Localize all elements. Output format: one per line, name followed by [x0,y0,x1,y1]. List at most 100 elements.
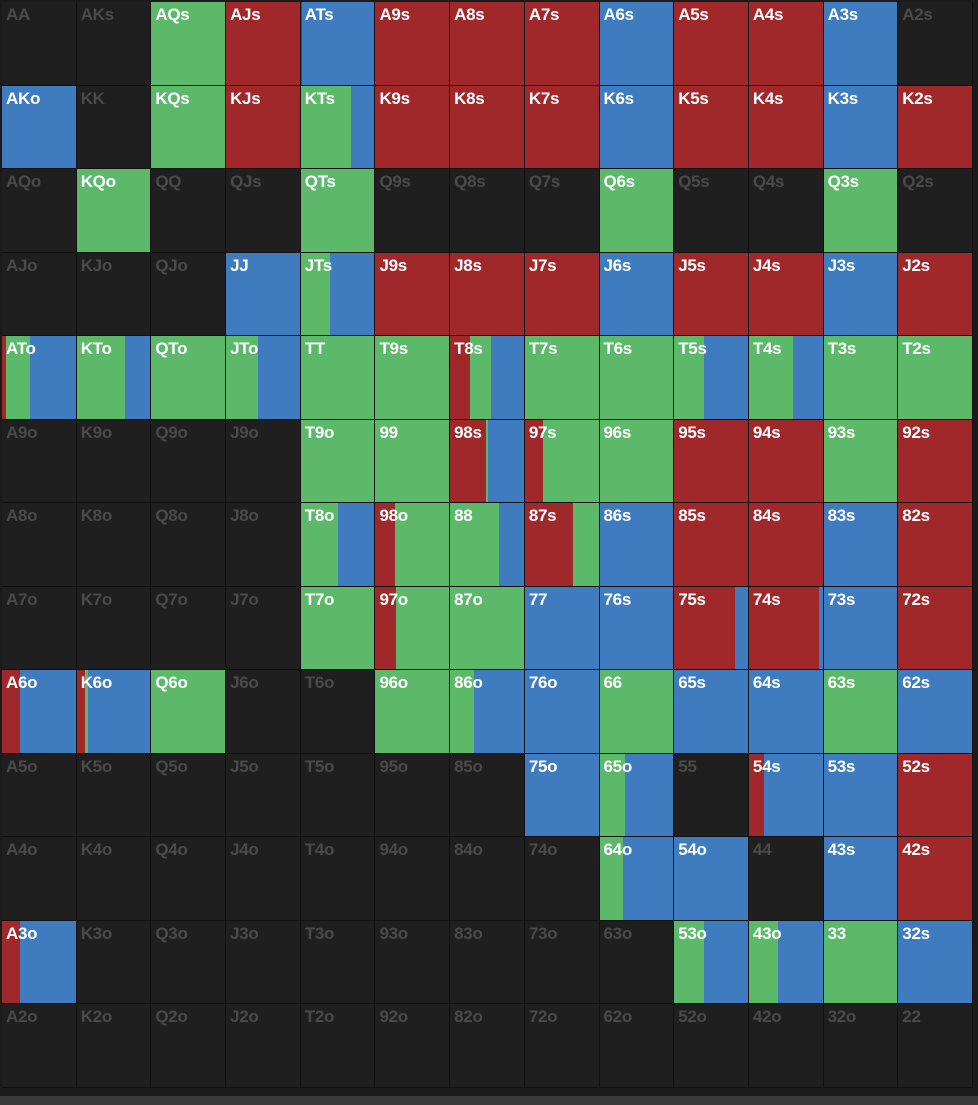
hand-cell[interactable]: QTs [300,169,376,253]
hand-cell[interactable]: T6o [300,670,376,754]
hand-cell[interactable]: K5o [76,753,152,838]
hand-cell[interactable]: 83s [823,503,899,587]
hand-cell[interactable]: T3o [300,920,376,1005]
hand-cell[interactable]: JJ [226,252,301,337]
hand-cell[interactable]: 87o [450,586,525,671]
hand-cell[interactable]: 99 [375,419,451,504]
hand-cell[interactable]: J6s [599,252,675,337]
hand-cell[interactable]: 64o [599,837,675,921]
hand-cell[interactable]: 64s [748,670,824,754]
hand-cell[interactable]: J3o [226,920,301,1005]
hand-cell[interactable]: QTo [151,336,227,420]
hand-cell[interactable]: K9o [76,419,152,504]
hand-cell[interactable]: 63s [823,670,899,754]
hand-cell[interactable]: A3o [2,920,77,1005]
hand-cell[interactable]: 43s [823,837,899,921]
hand-cell[interactable]: 43o [748,920,824,1005]
hand-cell[interactable]: KQs [151,85,227,170]
hand-cell[interactable]: T6s [599,336,675,420]
hand-cell[interactable]: 54o [674,837,749,921]
hand-cell[interactable]: J6o [226,670,301,754]
hand-cell[interactable]: 87s [524,503,600,587]
hand-cell[interactable]: 42o [748,1004,824,1088]
hand-cell[interactable]: 98o [375,503,451,587]
hand-cell[interactable]: 95o [375,753,451,838]
hand-cell[interactable]: ATs [300,2,376,86]
hand-cell[interactable]: 55 [674,753,749,838]
hand-cell[interactable]: Q7s [524,169,600,253]
hand-cell[interactable]: Q8s [450,169,525,253]
hand-cell[interactable]: A5o [2,753,77,838]
hand-cell[interactable]: Q3s [823,169,899,253]
hand-cell[interactable]: 65o [599,753,675,838]
hand-cell[interactable]: J7s [524,252,600,337]
hand-cell[interactable]: 52s [898,753,973,838]
hand-cell[interactable]: A4s [748,2,824,86]
hand-cell[interactable]: 97o [375,586,451,671]
hand-cell[interactable]: T3s [823,336,899,420]
hand-cell[interactable]: T2s [898,336,973,420]
hand-cell[interactable]: Q4o [151,837,227,921]
hand-cell[interactable]: A7s [524,2,600,86]
hand-cell[interactable]: 76s [599,586,675,671]
hand-cell[interactable]: 44 [748,837,824,921]
hand-cell[interactable]: 32s [898,920,973,1005]
hand-cell[interactable]: KK [76,85,152,170]
hand-cell[interactable]: 82o [450,1004,525,1088]
hand-cell[interactable]: J9s [375,252,451,337]
hand-cell[interactable]: 88 [450,503,525,587]
hand-cell[interactable]: T8o [300,503,376,587]
hand-cell[interactable]: K7o [76,586,152,671]
hand-cell[interactable]: 85o [450,753,525,838]
hand-cell[interactable]: AKo [2,85,77,170]
hand-cell[interactable]: KTo [76,336,152,420]
hand-cell[interactable]: K3o [76,920,152,1005]
hand-cell[interactable]: KJo [76,252,152,337]
hand-cell[interactable]: J8s [450,252,525,337]
hand-cell[interactable]: Q6o [151,670,227,754]
hand-cell[interactable]: KTs [300,85,376,170]
hand-cell[interactable]: 84s [748,503,824,587]
hand-cell[interactable]: A5s [674,2,749,86]
hand-cell[interactable]: 32o [823,1004,899,1088]
hand-cell[interactable]: KQo [76,169,152,253]
hand-cell[interactable]: T5s [674,336,749,420]
hand-cell[interactable]: 75o [524,753,600,838]
hand-cell[interactable]: 33 [823,920,899,1005]
hand-cell[interactable]: KJs [226,85,301,170]
hand-cell[interactable]: AQo [2,169,77,253]
hand-cell[interactable]: Q3o [151,920,227,1005]
hand-cell[interactable]: Q9o [151,419,227,504]
hand-cell[interactable]: Q7o [151,586,227,671]
hand-cell[interactable]: J2s [898,252,973,337]
hand-cell[interactable]: Q9s [375,169,451,253]
hand-cell[interactable]: K3s [823,85,899,170]
hand-cell[interactable]: K6s [599,85,675,170]
hand-cell[interactable]: T4o [300,837,376,921]
hand-cell[interactable]: 85s [674,503,749,587]
hand-cell[interactable]: 86o [450,670,525,754]
hand-cell[interactable]: Q5s [674,169,749,253]
hand-cell[interactable]: QJs [226,169,301,253]
hand-cell[interactable]: K2s [898,85,973,170]
hand-cell[interactable]: 72s [898,586,973,671]
hand-cell[interactable]: K6o [76,670,152,754]
hand-cell[interactable]: QQ [151,169,227,253]
hand-cell[interactable]: A8o [2,503,77,587]
hand-cell[interactable]: 98s [450,419,525,504]
hand-cell[interactable]: 72o [524,1004,600,1088]
hand-cell[interactable]: T4s [748,336,824,420]
hand-cell[interactable]: T5o [300,753,376,838]
hand-cell[interactable]: A4o [2,837,77,921]
hand-cell[interactable]: 62s [898,670,973,754]
hand-cell[interactable]: J5o [226,753,301,838]
hand-cell[interactable]: J5s [674,252,749,337]
hand-cell[interactable]: K2o [76,1004,152,1088]
hand-cell[interactable]: 93o [375,920,451,1005]
hand-cell[interactable]: 96s [599,419,675,504]
hand-cell[interactable]: K7s [524,85,600,170]
hand-cell[interactable]: Q5o [151,753,227,838]
hand-cell[interactable]: K9s [375,85,451,170]
hand-cell[interactable]: J7o [226,586,301,671]
hand-cell[interactable]: T8s [450,336,525,420]
